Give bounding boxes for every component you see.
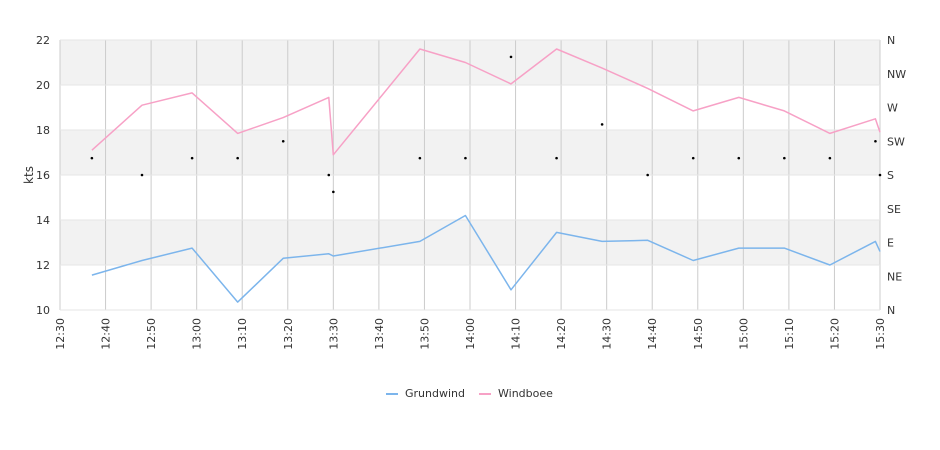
direction-point xyxy=(332,190,335,194)
direction-point xyxy=(509,55,513,59)
series-line-grundwind xyxy=(91,214,881,303)
y-tick-label: 20 xyxy=(36,79,50,92)
legend-label-grundwind: Grundwind xyxy=(405,387,465,400)
y-axis-ticks: 10 12 14 16 18 20 22 xyxy=(36,34,50,317)
x-tick-label: 15:30 xyxy=(874,318,887,350)
y2-tick-label: NE xyxy=(887,270,902,283)
x-tick-label: 13:00 xyxy=(191,318,204,350)
direction-point xyxy=(464,156,467,160)
x-tick-label: 14:00 xyxy=(464,318,477,350)
y-tick-label: 18 xyxy=(36,124,50,137)
x-tick-label: 14:30 xyxy=(601,318,614,350)
x-tick-label: 14:10 xyxy=(510,318,523,350)
x-tick-label: 14:40 xyxy=(646,318,659,350)
series-line-windboee xyxy=(91,48,881,156)
direction-points xyxy=(90,55,882,194)
direction-point xyxy=(327,173,331,177)
direction-point xyxy=(418,156,422,160)
series-lines xyxy=(91,48,881,303)
y2-tick-label: W xyxy=(887,102,898,115)
x-tick-label: 14:50 xyxy=(692,318,705,350)
y-tick-label: 14 xyxy=(36,214,50,227)
direction-point xyxy=(140,173,144,177)
y2-tick-label: SW xyxy=(887,135,905,148)
x-tick-label: 13:10 xyxy=(236,318,249,350)
direction-point xyxy=(691,156,695,160)
y-axis-title: kts xyxy=(22,166,36,184)
x-tick-label: 12:50 xyxy=(145,318,158,350)
direction-point xyxy=(878,173,882,177)
x-tick-label: 15:20 xyxy=(828,318,841,350)
y-tick-label: 16 xyxy=(36,169,50,182)
direction-point xyxy=(236,156,239,160)
direction-point xyxy=(281,139,285,143)
legend-label-windboee: Windboee xyxy=(498,387,553,400)
y-tick-label: 12 xyxy=(36,259,50,272)
x-tick-label: 13:30 xyxy=(327,318,340,350)
x-tick-label: 15:00 xyxy=(737,318,750,350)
legend: Grundwind Windboee xyxy=(386,387,553,400)
horizontal-gridlines xyxy=(60,39,880,311)
y-tick-label: 22 xyxy=(36,34,50,47)
x-tick-label: 12:30 xyxy=(54,318,67,350)
direction-point xyxy=(190,156,194,160)
x-tick-label: 13:20 xyxy=(282,318,295,350)
x-tick-label: 13:50 xyxy=(418,318,431,350)
direction-point xyxy=(646,173,649,177)
direction-point xyxy=(737,156,741,160)
y2-tick-label: S xyxy=(887,169,894,182)
y2-tick-label: SE xyxy=(887,203,901,216)
y-tick-label: 10 xyxy=(36,304,50,317)
y2-axis-ticks: N NE E SE S SW W NW N xyxy=(887,34,906,317)
x-tick-label: 15:10 xyxy=(783,318,796,350)
y2-tick-label: N xyxy=(887,34,895,47)
direction-point xyxy=(874,139,877,143)
y2-tick-label: NW xyxy=(887,68,906,81)
x-tick-label: 13:40 xyxy=(373,318,386,350)
direction-point xyxy=(600,123,604,126)
x-tick-label: 12:40 xyxy=(100,318,113,350)
direction-point xyxy=(828,156,832,160)
x-tick-label: 14:20 xyxy=(555,318,568,350)
direction-point xyxy=(555,156,558,160)
y2-tick-label: E xyxy=(887,237,894,250)
direction-point xyxy=(783,156,786,160)
direction-point xyxy=(90,156,94,160)
y2-tick-label: N xyxy=(887,304,895,317)
x-axis-ticks: 12:30 12:40 12:50 13:00 13:10 13:20 13:30 13:40… xyxy=(54,318,887,350)
